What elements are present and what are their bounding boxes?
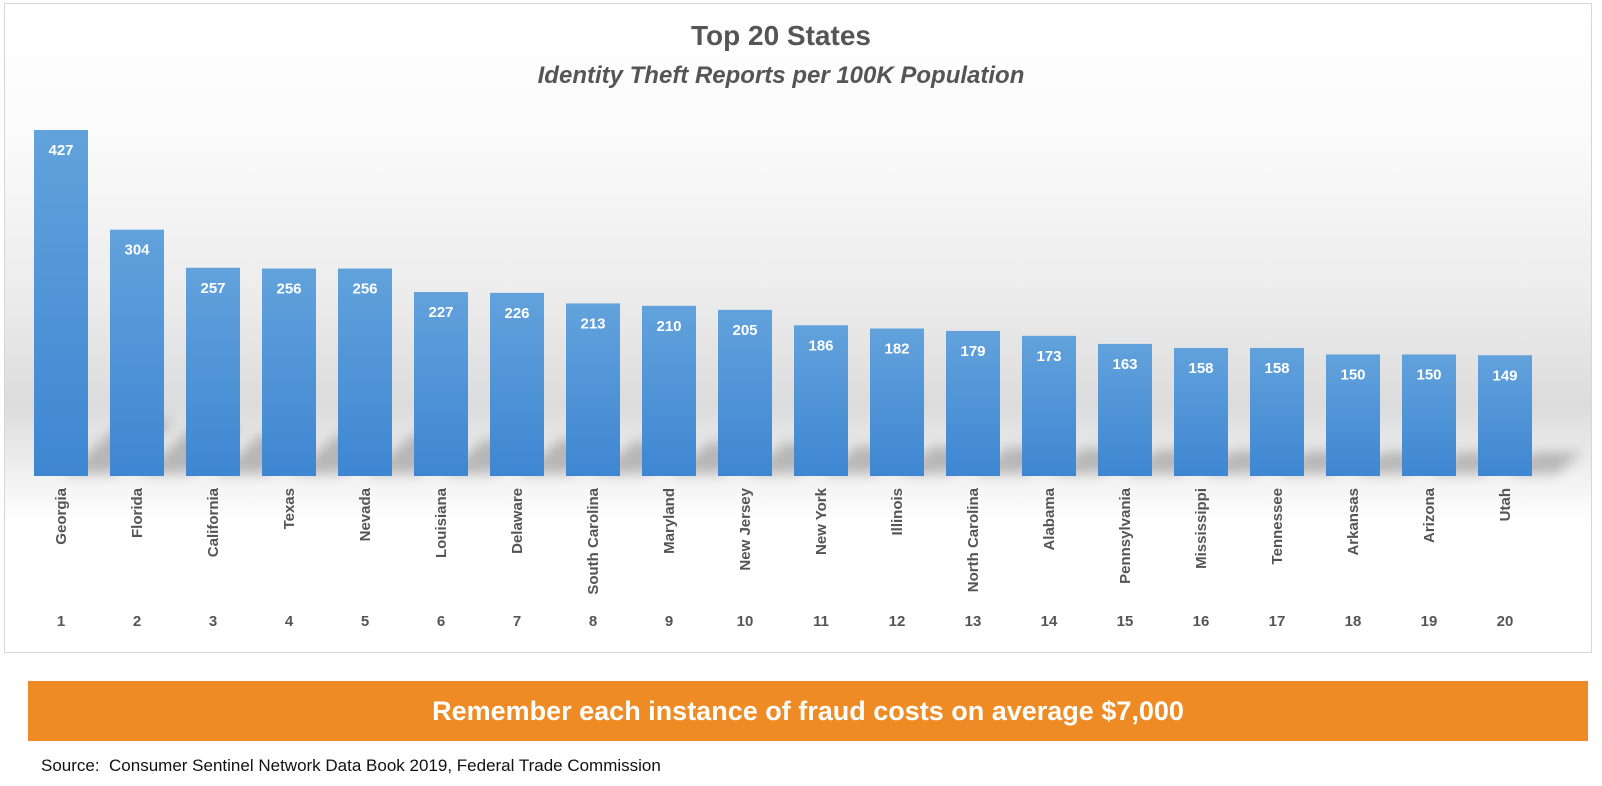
category-label: South Carolina xyxy=(585,487,602,594)
fraud-cost-banner: Remember each instance of fraud costs on… xyxy=(28,681,1588,741)
rank-labels: 1 2 3 4 5 6 7 8 9 10 11 12 13 14 15 16 17 18 19 20 xyxy=(57,613,1514,630)
category-label: Texas xyxy=(281,488,298,529)
bar-chart: Top 20 States Identity Theft Reports per… xyxy=(34,20,1583,630)
chart-subtitle: Identity Theft Reports per 100K Populati… xyxy=(538,62,1025,89)
rank-label: 10 xyxy=(737,613,754,630)
rank-label: 18 xyxy=(1345,613,1362,630)
bar-nevada xyxy=(338,268,392,476)
data-label: 150 xyxy=(1416,366,1441,383)
bar-louisiana xyxy=(414,292,468,476)
bar-texas xyxy=(262,268,316,476)
rank-label: 13 xyxy=(965,613,982,630)
bar-new-jersey xyxy=(718,309,772,476)
rank-label: 19 xyxy=(1421,613,1438,630)
rank-label: 9 xyxy=(665,613,673,630)
rank-label: 1 xyxy=(57,613,65,630)
data-label: 186 xyxy=(808,337,833,354)
category-label: Georgia xyxy=(53,487,70,544)
source-note: Source: Consumer Sentinel Network Data B… xyxy=(41,756,661,775)
bar-north-carolina xyxy=(946,330,1000,476)
category-label: Tennessee xyxy=(1269,488,1286,564)
rank-label: 17 xyxy=(1269,613,1286,630)
rank-label: 12 xyxy=(889,613,906,630)
bar-florida xyxy=(110,229,164,476)
category-label: North Carolina xyxy=(965,487,982,592)
category-label: California xyxy=(205,487,222,557)
bar-maryland xyxy=(642,305,696,476)
rank-label: 4 xyxy=(285,613,294,630)
banner-text: Remember each instance of fraud costs on… xyxy=(432,695,1184,726)
bar-illinois xyxy=(870,328,924,476)
bar-arizona xyxy=(1402,354,1456,476)
data-label: 179 xyxy=(960,343,985,360)
category-label: Illinois xyxy=(889,488,906,536)
data-label: 227 xyxy=(428,304,453,321)
data-label: 210 xyxy=(656,318,681,335)
chart-title: Top 20 States xyxy=(691,20,871,51)
data-label: 256 xyxy=(276,281,301,298)
data-label: 163 xyxy=(1112,356,1137,373)
bar-tennessee xyxy=(1250,347,1304,476)
rank-label: 16 xyxy=(1193,613,1210,630)
category-label: New Jersey xyxy=(737,487,754,570)
rank-label: 14 xyxy=(1041,613,1058,630)
rank-label: 6 xyxy=(437,613,445,630)
category-label: Utah xyxy=(1497,488,1514,521)
bar-utah xyxy=(1478,355,1532,476)
rank-label: 20 xyxy=(1497,613,1514,630)
data-label: 226 xyxy=(504,305,529,322)
category-label: Florida xyxy=(129,487,146,538)
category-label: Pennsylvania xyxy=(1117,487,1134,584)
category-label: Louisiana xyxy=(433,487,450,558)
data-label: 205 xyxy=(732,322,757,339)
data-label: 427 xyxy=(48,142,73,159)
rank-label: 15 xyxy=(1117,613,1134,630)
rank-label: 7 xyxy=(513,613,521,630)
rank-label: 5 xyxy=(361,613,369,630)
data-label: 304 xyxy=(124,242,150,259)
bar-california xyxy=(186,267,240,476)
rank-label: 8 xyxy=(589,613,597,630)
bar-georgia xyxy=(34,130,88,476)
chart-area: Top 20 States Identity Theft Reports per… xyxy=(4,3,1592,653)
bars xyxy=(34,130,1532,476)
bar-mississippi xyxy=(1174,347,1228,476)
rank-label: 2 xyxy=(133,613,141,630)
data-label: 149 xyxy=(1492,367,1517,384)
bar-new-york xyxy=(794,325,848,476)
data-label: 173 xyxy=(1036,348,1061,365)
category-label: Mississippi xyxy=(1193,488,1210,569)
bar-alabama xyxy=(1022,335,1076,476)
bar-delaware xyxy=(490,292,544,476)
category-label: Arkansas xyxy=(1345,488,1362,556)
bar-arkansas xyxy=(1326,354,1380,476)
bar-pennsylvania xyxy=(1098,343,1152,476)
category-label: Alabama xyxy=(1041,487,1058,550)
rank-label: 11 xyxy=(813,613,829,630)
data-labels: 427 304 257 256 256 227 226 213 210 205 186 182 179 1… xyxy=(48,142,1517,384)
category-label: New York xyxy=(813,487,830,555)
data-label: 256 xyxy=(352,281,377,298)
data-label: 150 xyxy=(1340,366,1365,383)
data-label: 158 xyxy=(1188,360,1213,377)
category-label: Delaware xyxy=(509,488,526,554)
data-label: 182 xyxy=(884,341,909,358)
category-label: Maryland xyxy=(661,488,678,554)
rank-label: 3 xyxy=(209,613,217,630)
category-label: Arizona xyxy=(1421,487,1438,543)
data-label: 213 xyxy=(580,315,605,332)
data-label: 257 xyxy=(200,280,225,297)
category-labels: Georgia Florida California Texas Nevada Louis… xyxy=(53,487,1514,594)
data-label: 158 xyxy=(1264,360,1289,377)
category-label: Nevada xyxy=(357,487,374,541)
bar-south-carolina xyxy=(566,303,620,476)
